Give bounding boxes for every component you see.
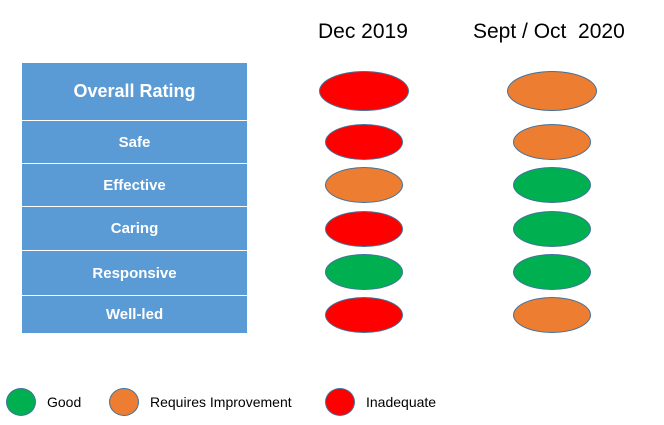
rating-oval-caring-dec-2019: [325, 211, 403, 247]
rating-oval-safe-sept-oct-2020: [513, 124, 591, 160]
rating-oval-overall-rating-dec-2019: [319, 71, 409, 111]
category-responsive: Responsive: [22, 251, 247, 295]
rating-oval-caring-sept-oct-2020: [513, 211, 591, 247]
legend-requires-improvement-label: Requires Improvement: [150, 394, 292, 410]
legend-good-label: Good: [47, 394, 82, 410]
rating-oval-well-led-sept-oct-2020: [513, 297, 591, 333]
rating-oval-well-led-dec-2019: [325, 297, 403, 333]
category-effective: Effective: [22, 164, 247, 206]
ratings-category-table: Overall Rating Safe Effective Caring Res…: [22, 63, 247, 334]
category-overall-rating: Overall Rating: [22, 63, 247, 120]
legend-inadequate-label: Inadequate: [366, 394, 437, 410]
legend-requires-improvement-icon: [109, 388, 139, 416]
rating-oval-responsive-dec-2019: [325, 254, 403, 290]
rating-oval-effective-dec-2019: [325, 167, 403, 203]
rating-oval-effective-sept-oct-2020: [513, 167, 591, 203]
rating-oval-responsive-sept-oct-2020: [513, 254, 591, 290]
category-safe: Safe: [22, 121, 247, 163]
category-well-led: Well-led: [22, 296, 247, 333]
column-header-dec-2019: Dec 2019: [318, 20, 408, 43]
legend-good-icon: [6, 388, 36, 416]
legend-inadequate-icon: [325, 388, 355, 416]
column-header-sept-oct-2020: Sept / Oct 2020: [473, 20, 625, 43]
rating-oval-overall-rating-sept-oct-2020: [507, 71, 597, 111]
rating-oval-safe-dec-2019: [325, 124, 403, 160]
category-caring: Caring: [22, 207, 247, 250]
